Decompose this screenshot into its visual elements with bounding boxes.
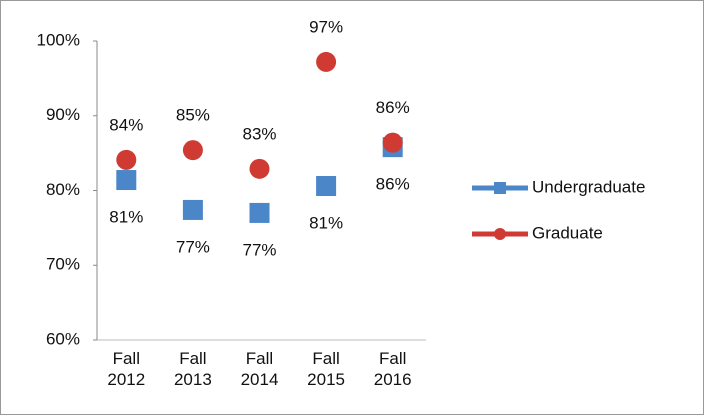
- x-tick-label: Fall 2016: [373, 349, 412, 389]
- data-label: 84%: [109, 115, 143, 134]
- legend-label: Undergraduate: [532, 177, 645, 196]
- data-label: 86%: [376, 98, 410, 117]
- legend-marker: [494, 182, 506, 194]
- data-label: 85%: [176, 106, 210, 125]
- legend-label: Graduate: [532, 223, 603, 242]
- marker: [249, 158, 270, 179]
- x-tick-label: Fall 2014: [240, 349, 279, 389]
- x-tick-label: Fall 2012: [107, 349, 146, 389]
- marker: [182, 140, 203, 161]
- x-tick-label: Fall 2015: [307, 349, 345, 389]
- data-label: 77%: [242, 240, 276, 259]
- y-tick-label: 70%: [46, 255, 80, 274]
- data-label: 86%: [376, 175, 410, 194]
- marker: [249, 202, 270, 223]
- y-tick-label: 60%: [46, 329, 80, 348]
- data-label: 83%: [242, 124, 276, 143]
- marker: [316, 176, 337, 197]
- marker: [182, 199, 203, 220]
- y-tick-label: 90%: [46, 105, 80, 124]
- data-label: 77%: [176, 237, 210, 256]
- y-tick-label: 80%: [46, 180, 80, 199]
- marker: [116, 170, 137, 191]
- marker: [316, 51, 337, 72]
- y-tick-label: 100%: [37, 30, 80, 49]
- x-tick-label: Fall 2013: [173, 349, 212, 389]
- data-label: 81%: [109, 208, 143, 227]
- marker: [382, 132, 403, 153]
- data-label: 81%: [309, 213, 343, 232]
- data-label: 97%: [309, 17, 343, 36]
- marker: [116, 149, 137, 170]
- legend-marker: [494, 228, 506, 240]
